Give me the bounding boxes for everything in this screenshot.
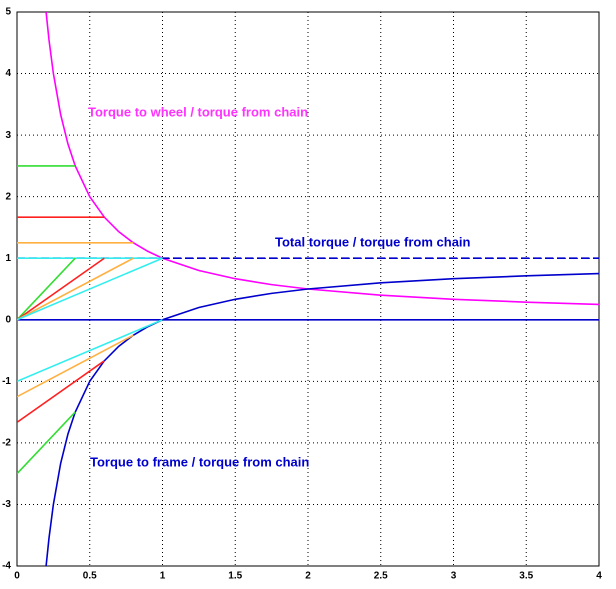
series-line: [17, 257, 105, 321]
x-tick-label: 0: [14, 571, 20, 582]
annotation: Total torque / torque from chain: [275, 234, 471, 249]
series-line: [45, 272, 599, 566]
x-tick-label: 4: [596, 571, 602, 582]
series-line: [17, 334, 134, 398]
y-tick-label: 4: [5, 68, 11, 79]
series-line: [17, 319, 163, 383]
y-tick-label: 0: [5, 314, 11, 325]
series-line: [17, 257, 163, 321]
y-tick-label: -2: [2, 438, 11, 449]
x-tick-label: 0.5: [83, 571, 97, 582]
x-tick-label: 1: [160, 571, 166, 582]
y-tick-label: 3: [5, 130, 11, 141]
x-tick-label: 2.5: [374, 571, 388, 582]
x-tick-label: 2: [305, 571, 311, 582]
series-line: [17, 257, 76, 321]
annotation: Torque to frame / torque from chain: [90, 454, 309, 469]
y-tick-label: -3: [2, 499, 11, 510]
y-tick-label: -1: [2, 376, 11, 387]
plot-area: [17, 12, 599, 566]
x-tick-label: 1.5: [228, 571, 242, 582]
x-tick-label: 3.5: [519, 571, 533, 582]
y-tick-label: -4: [2, 561, 11, 572]
series-line: [45, 12, 599, 306]
x-tick-label: 3: [451, 571, 457, 582]
series-line: [17, 360, 105, 424]
series-line: [17, 257, 134, 321]
y-tick-label: 2: [5, 191, 11, 202]
y-tick-label: 1: [5, 253, 11, 264]
y-tick-label: 5: [5, 7, 11, 18]
annotation: Torque to wheel / torque from chain: [88, 104, 308, 119]
plot-frame: [16, 11, 600, 567]
series-line: [17, 411, 76, 475]
